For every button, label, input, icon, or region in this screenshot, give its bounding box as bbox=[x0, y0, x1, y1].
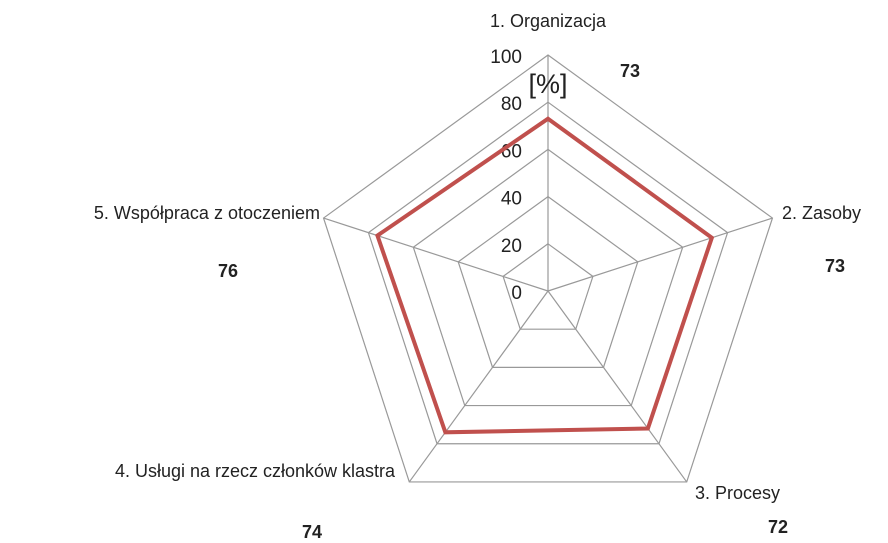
tick-label: 0 bbox=[511, 283, 522, 304]
axis-label: [%] bbox=[528, 69, 567, 99]
data-label: 73 bbox=[825, 256, 845, 276]
tick-label: 20 bbox=[501, 236, 522, 257]
grid-ring bbox=[412, 148, 684, 407]
category-label: 4. Usługi na rzecz członków klastra bbox=[114, 461, 396, 481]
tick-label: 100 bbox=[490, 47, 522, 68]
category-label: 1. Organizacja bbox=[490, 11, 607, 31]
data-line bbox=[375, 116, 715, 435]
category-label: 3. Procesy bbox=[695, 483, 780, 503]
data-label: 76 bbox=[218, 261, 238, 281]
tick-label: 40 bbox=[501, 189, 522, 210]
spoke bbox=[408, 290, 549, 483]
data-label: 72 bbox=[768, 517, 788, 537]
spoke bbox=[547, 290, 688, 483]
grid-ring bbox=[502, 243, 594, 330]
tick-label: 80 bbox=[501, 94, 522, 115]
data-label: 74 bbox=[302, 522, 322, 542]
category-label: 5. Współpraca z otoczeniem bbox=[94, 203, 320, 223]
grid-ring bbox=[322, 54, 774, 483]
spoke bbox=[323, 217, 549, 292]
data-label: 73 bbox=[620, 61, 640, 81]
category-label: 2. Zasoby bbox=[782, 203, 861, 223]
grid-ring bbox=[457, 195, 639, 368]
spoke bbox=[547, 217, 773, 292]
grid-ring bbox=[367, 101, 729, 445]
